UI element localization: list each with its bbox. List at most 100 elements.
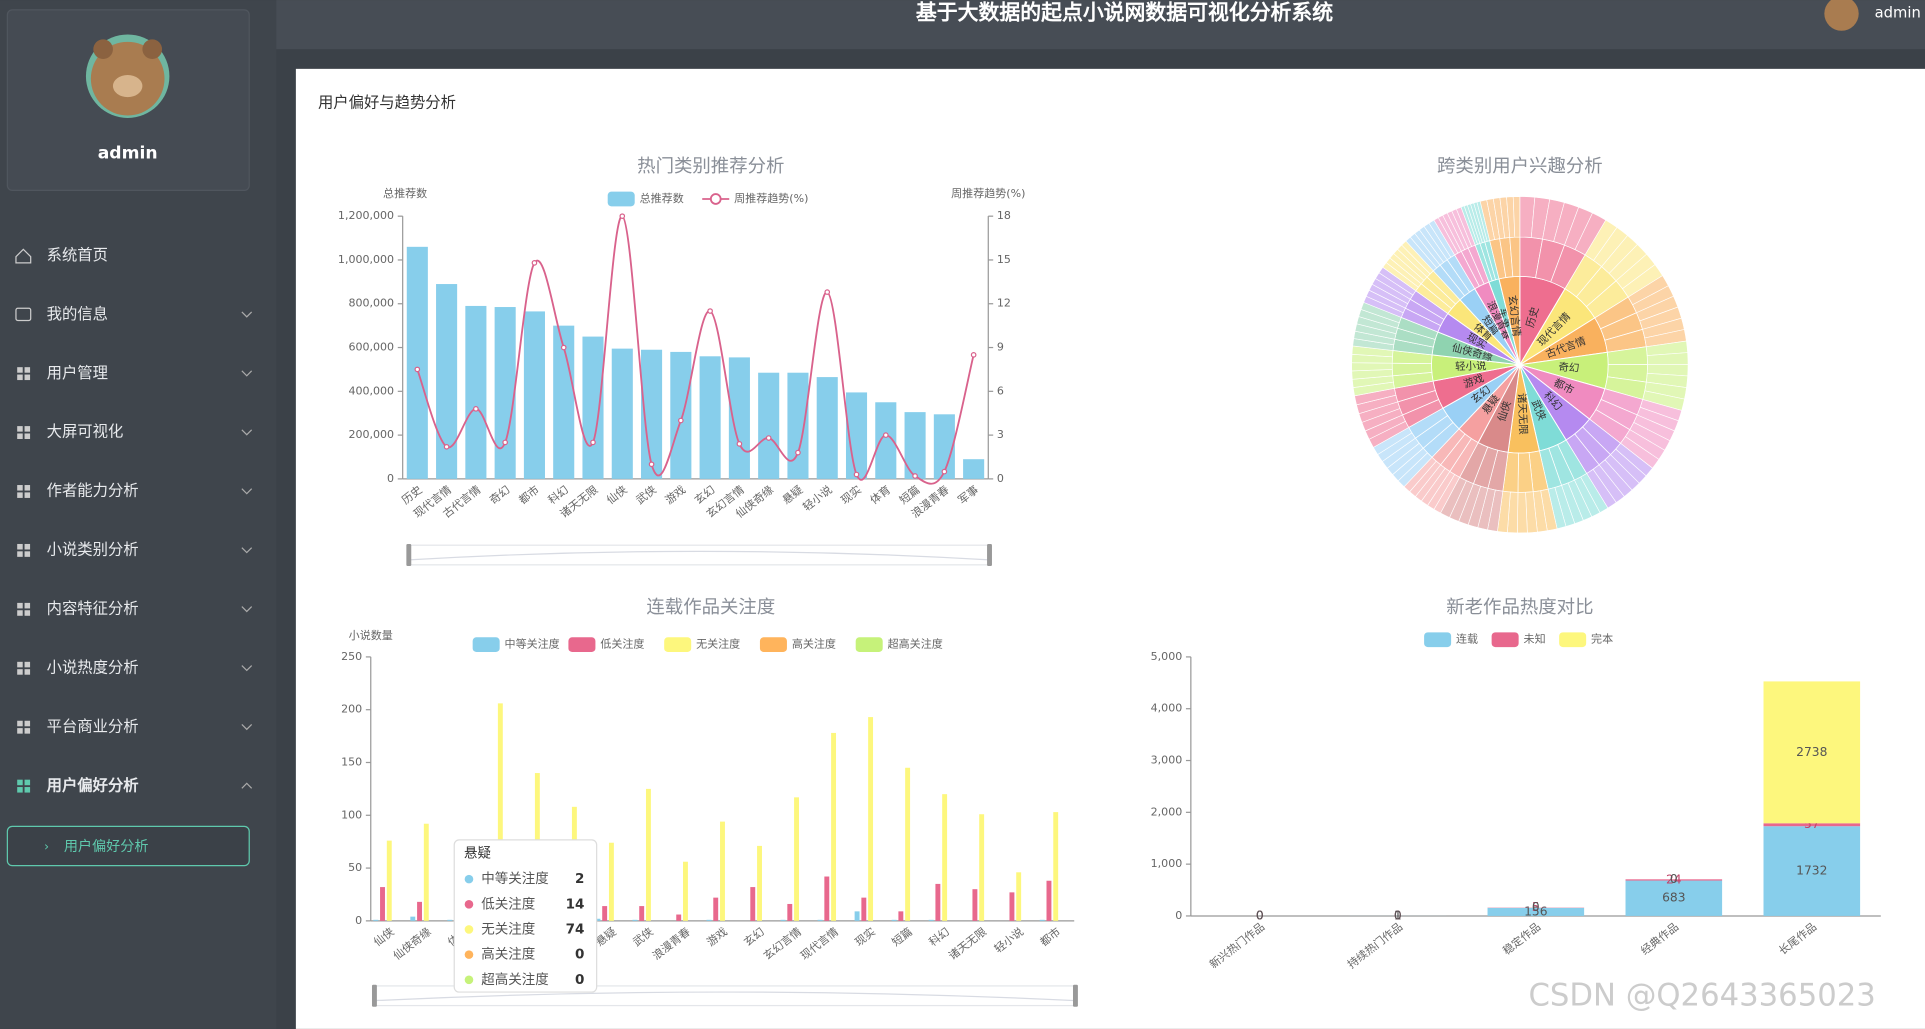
bar[interactable] xyxy=(406,246,428,479)
bar[interactable] xyxy=(780,919,786,921)
bar[interactable] xyxy=(758,372,780,479)
menu-label[interactable]: 用户偏好分析 xyxy=(47,776,139,794)
menu-item[interactable]: 大屏可视化 xyxy=(17,423,253,441)
bar[interactable] xyxy=(595,918,601,921)
bar[interactable] xyxy=(942,794,948,921)
bar[interactable] xyxy=(676,914,682,921)
menu-label[interactable]: 作者能力分析 xyxy=(47,482,139,500)
menu-label[interactable]: 用户管理 xyxy=(47,364,108,382)
bar[interactable] xyxy=(1046,880,1052,921)
trend-marker[interactable] xyxy=(853,471,860,478)
trend-marker[interactable] xyxy=(590,439,596,446)
bar[interactable] xyxy=(582,336,604,479)
bar[interactable] xyxy=(423,823,429,921)
bar[interactable] xyxy=(1016,872,1022,921)
bar-segment[interactable] xyxy=(1625,880,1723,916)
trend-marker[interactable] xyxy=(882,432,889,438)
bar[interactable] xyxy=(1053,812,1059,921)
legend-label[interactable]: 连载 xyxy=(1456,633,1478,646)
datazoom-handle[interactable] xyxy=(1072,984,1078,1007)
menu-label[interactable]: 小说类别分析 xyxy=(47,541,139,559)
legend-label[interactable]: 总推荐数 xyxy=(640,191,684,205)
bar[interactable] xyxy=(928,919,934,921)
menu-item[interactable]: 用户偏好分析 xyxy=(17,776,253,794)
legend-label[interactable]: 周推荐趋势(%) xyxy=(734,191,808,205)
legend-label[interactable]: 低关注度 xyxy=(600,637,644,651)
bar[interactable] xyxy=(904,412,926,479)
menu-label[interactable]: 内容特征分析 xyxy=(47,600,139,618)
menu-item[interactable]: 内容特征分析 xyxy=(17,600,253,618)
bar[interactable] xyxy=(639,906,645,921)
bar[interactable] xyxy=(608,842,614,921)
legend-label[interactable]: 未知 xyxy=(1524,632,1546,646)
bar[interactable] xyxy=(854,911,860,921)
bar[interactable] xyxy=(670,351,692,479)
bar[interactable] xyxy=(611,348,633,479)
bar[interactable] xyxy=(933,414,955,479)
trend-marker[interactable] xyxy=(765,435,772,441)
bar[interactable] xyxy=(410,916,416,921)
bar[interactable] xyxy=(1039,919,1045,921)
bar[interactable] xyxy=(373,919,379,921)
bar[interactable] xyxy=(794,797,799,921)
trend-marker[interactable] xyxy=(648,461,655,468)
trend-marker[interactable] xyxy=(502,439,508,446)
bar[interactable] xyxy=(898,911,904,921)
legend-label[interactable]: 超高关注度 xyxy=(888,637,943,651)
trend-marker[interactable] xyxy=(414,366,421,373)
bar[interactable] xyxy=(436,284,458,479)
bar-segment[interactable] xyxy=(1487,907,1585,916)
legend-label[interactable]: 中等关注度 xyxy=(505,637,560,651)
bar[interactable] xyxy=(699,356,721,479)
bar[interactable] xyxy=(683,861,688,921)
menu-item[interactable]: 用户管理 xyxy=(17,364,253,382)
bar[interactable] xyxy=(645,788,651,921)
bar[interactable] xyxy=(750,887,756,921)
bar[interactable] xyxy=(787,372,809,479)
bar[interactable] xyxy=(494,307,516,479)
menu-label[interactable]: 大屏可视化 xyxy=(47,423,124,441)
trend-marker[interactable] xyxy=(473,406,479,412)
bar[interactable] xyxy=(713,897,719,921)
menu-label[interactable]: 我的信息 xyxy=(47,305,108,323)
trend-marker[interactable] xyxy=(970,352,977,358)
bar[interactable] xyxy=(861,897,867,921)
bar[interactable] xyxy=(845,392,868,479)
header-avatar[interactable] xyxy=(1824,0,1859,31)
bar[interactable] xyxy=(979,814,985,921)
bar[interactable] xyxy=(465,305,487,479)
trend-marker[interactable] xyxy=(941,468,948,475)
trend-marker[interactable] xyxy=(736,441,743,447)
bar[interactable] xyxy=(641,349,663,479)
bar[interactable] xyxy=(905,767,911,921)
bar-segment[interactable] xyxy=(1763,823,1861,827)
trend-marker[interactable] xyxy=(707,308,713,314)
trend-marker[interactable] xyxy=(531,260,538,266)
bar[interactable] xyxy=(972,889,978,921)
datazoom-handle[interactable] xyxy=(371,984,377,1007)
menu-item[interactable]: 作者能力分析 xyxy=(17,482,253,500)
bar[interactable] xyxy=(817,919,823,921)
trend-marker[interactable] xyxy=(619,213,626,219)
datazoom-handle[interactable] xyxy=(406,543,412,567)
legend-label[interactable]: 无关注度 xyxy=(696,637,740,651)
menu-item[interactable]: 小说类别分析 xyxy=(17,541,253,559)
bar-segment[interactable] xyxy=(1763,681,1861,824)
menu-label[interactable]: 平台商业分析 xyxy=(47,717,139,735)
bar[interactable] xyxy=(757,845,762,921)
bar[interactable] xyxy=(891,919,897,921)
trend-marker[interactable] xyxy=(795,449,801,456)
menu-item[interactable]: 小说热度分析 xyxy=(17,658,253,676)
legend-label[interactable]: 完本 xyxy=(1591,632,1613,646)
menu-label[interactable]: 小说热度分析 xyxy=(47,658,139,676)
bar[interactable] xyxy=(632,919,638,921)
bar[interactable] xyxy=(935,883,941,921)
submenu-active[interactable] xyxy=(6,825,250,867)
bar[interactable] xyxy=(963,459,985,479)
bar[interactable] xyxy=(868,717,874,921)
trend-marker[interactable] xyxy=(824,289,831,295)
menu-label[interactable]: 系统首页 xyxy=(47,246,108,264)
menu-item[interactable]: 平台商业分析 xyxy=(17,717,253,735)
datazoom-handle[interactable] xyxy=(987,543,992,567)
bar[interactable] xyxy=(1009,892,1015,921)
